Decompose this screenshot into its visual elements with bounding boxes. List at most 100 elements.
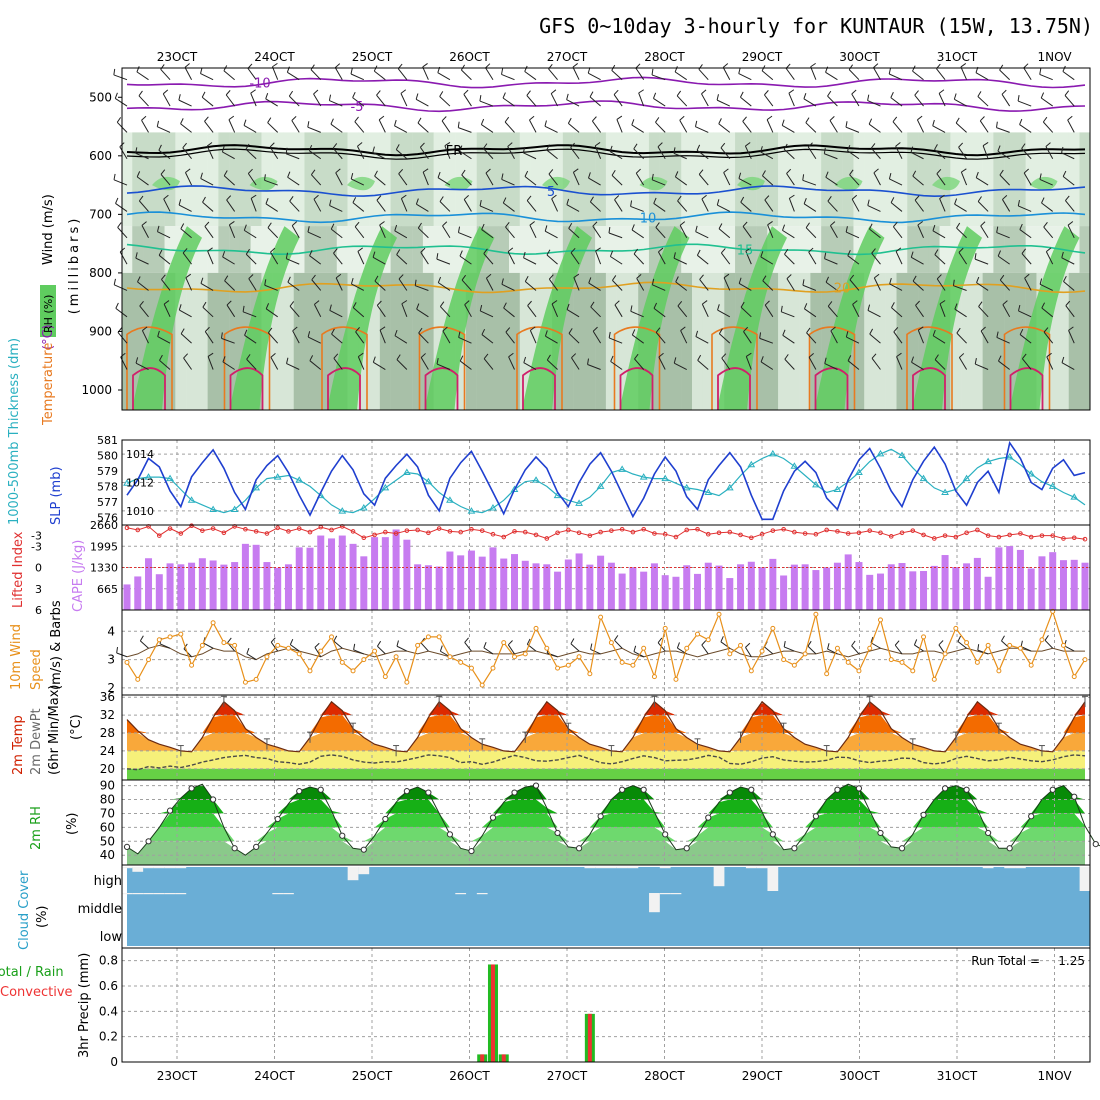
upper-wind-barb — [228, 119, 236, 133]
upper-wind-barb-flag — [461, 169, 466, 176]
upper-wind-barb-flag — [221, 146, 225, 153]
upper-wind-barb — [394, 335, 408, 344]
surface-wind-barb-flag — [507, 640, 513, 646]
surface-wind-barb — [159, 643, 171, 649]
rh-cell — [756, 132, 768, 227]
rh-cell — [1068, 132, 1080, 227]
upper-wind-barb-flag — [270, 247, 276, 253]
rh-cell — [175, 132, 187, 227]
cape-bar — [403, 539, 411, 610]
upper-wind-barb — [890, 97, 903, 107]
thickness-marker — [446, 496, 454, 503]
rh-marker — [726, 789, 733, 796]
upper-wind-barb — [767, 224, 774, 238]
upper-wind-barb-flag — [354, 116, 359, 122]
upper-wind-barb — [461, 69, 472, 81]
upper-wind-barb — [869, 333, 881, 344]
upper-wind-barb-flag — [702, 300, 708, 305]
upper-wind-barb — [1002, 304, 1011, 318]
thickness-marker — [661, 474, 670, 482]
surface-wind-barb-flag — [720, 636, 724, 642]
rh-cell — [293, 132, 305, 227]
upper-wind-barb-flag — [422, 168, 429, 173]
upper-wind-barb — [291, 120, 300, 133]
upper-wind-barb-flag — [674, 66, 678, 73]
rh-marker — [941, 785, 949, 792]
upper-wind-barb — [912, 70, 924, 81]
upper-wind-barb — [551, 303, 559, 318]
lifted-marker — [447, 529, 453, 534]
upper-wind-barb-flag — [272, 62, 278, 68]
upper-wind-barb — [890, 202, 903, 212]
upper-wind-barb-flag — [827, 196, 832, 202]
upper-wind-barb — [1041, 202, 1054, 212]
upper-wind-barb-flag — [485, 168, 491, 174]
isotherm-25 — [711, 326, 758, 410]
rh-cell — [401, 132, 413, 227]
upper-wind-barb — [378, 119, 386, 133]
cloud-gap — [982, 867, 994, 869]
rh-cell — [326, 132, 338, 227]
upper-wind-barb — [245, 148, 257, 160]
millibars-label: (millibars) — [67, 216, 82, 315]
cape-bar — [672, 576, 680, 610]
upper-wind-barb — [550, 93, 559, 107]
upper-wind-barb — [119, 146, 128, 160]
upper-wind-barb-flag — [1043, 222, 1048, 228]
upper-wind-barb — [113, 179, 128, 186]
upper-wind-barb — [571, 357, 580, 370]
upper-wind-barb-flag — [396, 354, 401, 360]
rh-marker — [1071, 793, 1078, 800]
cape-tick: 1995 — [90, 540, 118, 553]
upper-wind-barb — [163, 198, 171, 212]
upper-wind-barb-flag — [551, 194, 557, 200]
rh-cell — [530, 226, 542, 273]
upper-wind-barb — [745, 251, 752, 265]
rh-ylabel: RH (%) — [42, 295, 55, 333]
wind-speed-marker — [996, 668, 1002, 674]
surface-wind-barb — [783, 646, 795, 652]
rh-marker — [231, 845, 238, 852]
upper-wind-barb-flag — [180, 328, 185, 335]
upper-wind-barb-flag — [138, 195, 144, 202]
upper-wind-barb-flag — [677, 300, 683, 307]
rh-cell — [379, 272, 391, 410]
upper-wind-barb-flag — [479, 304, 483, 312]
upper-wind-barb-flag — [267, 117, 272, 123]
rh-ylabel-text: RH (%) — [42, 295, 55, 333]
upper-wind-barb-flag — [631, 119, 635, 126]
wind-speed-marker — [167, 634, 173, 640]
upper-wind-barb — [570, 252, 580, 265]
rh-cell — [993, 132, 1005, 227]
rh-marker — [683, 845, 690, 852]
upper-wind-barb — [551, 198, 559, 212]
wind-speed-marker — [501, 640, 507, 646]
upper-wind-barb-flag — [163, 300, 170, 305]
upper-wind-barb — [614, 199, 623, 212]
upper-wind-barb-flag — [782, 329, 786, 336]
upper-wind-barb — [740, 96, 752, 107]
upper-wind-barb — [1043, 331, 1054, 344]
thickness-marker — [812, 480, 820, 488]
thickness-marker — [489, 504, 497, 511]
upper-wind-barb — [938, 93, 946, 107]
upper-wind-barb — [136, 71, 149, 81]
rh-cell — [713, 132, 725, 227]
upper-wind-barb — [267, 227, 279, 239]
upper-wind-barb-flag — [589, 91, 594, 98]
upper-wind-barb — [803, 98, 817, 107]
rh2-ylabel: 2m RH (%) — [29, 806, 80, 850]
wind-speed-marker — [447, 654, 453, 660]
rh-cell — [982, 132, 994, 227]
upper-wind-barb — [998, 360, 1010, 370]
upper-wind-barb-flag — [136, 66, 140, 73]
surface-wind-barb — [203, 642, 214, 649]
upper-wind-barb-flag — [330, 223, 335, 230]
lifted-marker — [544, 536, 550, 541]
rh-cell — [369, 132, 381, 227]
upper-wind-barb-flag — [956, 222, 961, 229]
upper-wind-barb-flag — [334, 63, 341, 68]
rh-cell — [304, 226, 316, 273]
rh-cell — [691, 226, 703, 273]
upper-wind-barb — [980, 330, 989, 344]
